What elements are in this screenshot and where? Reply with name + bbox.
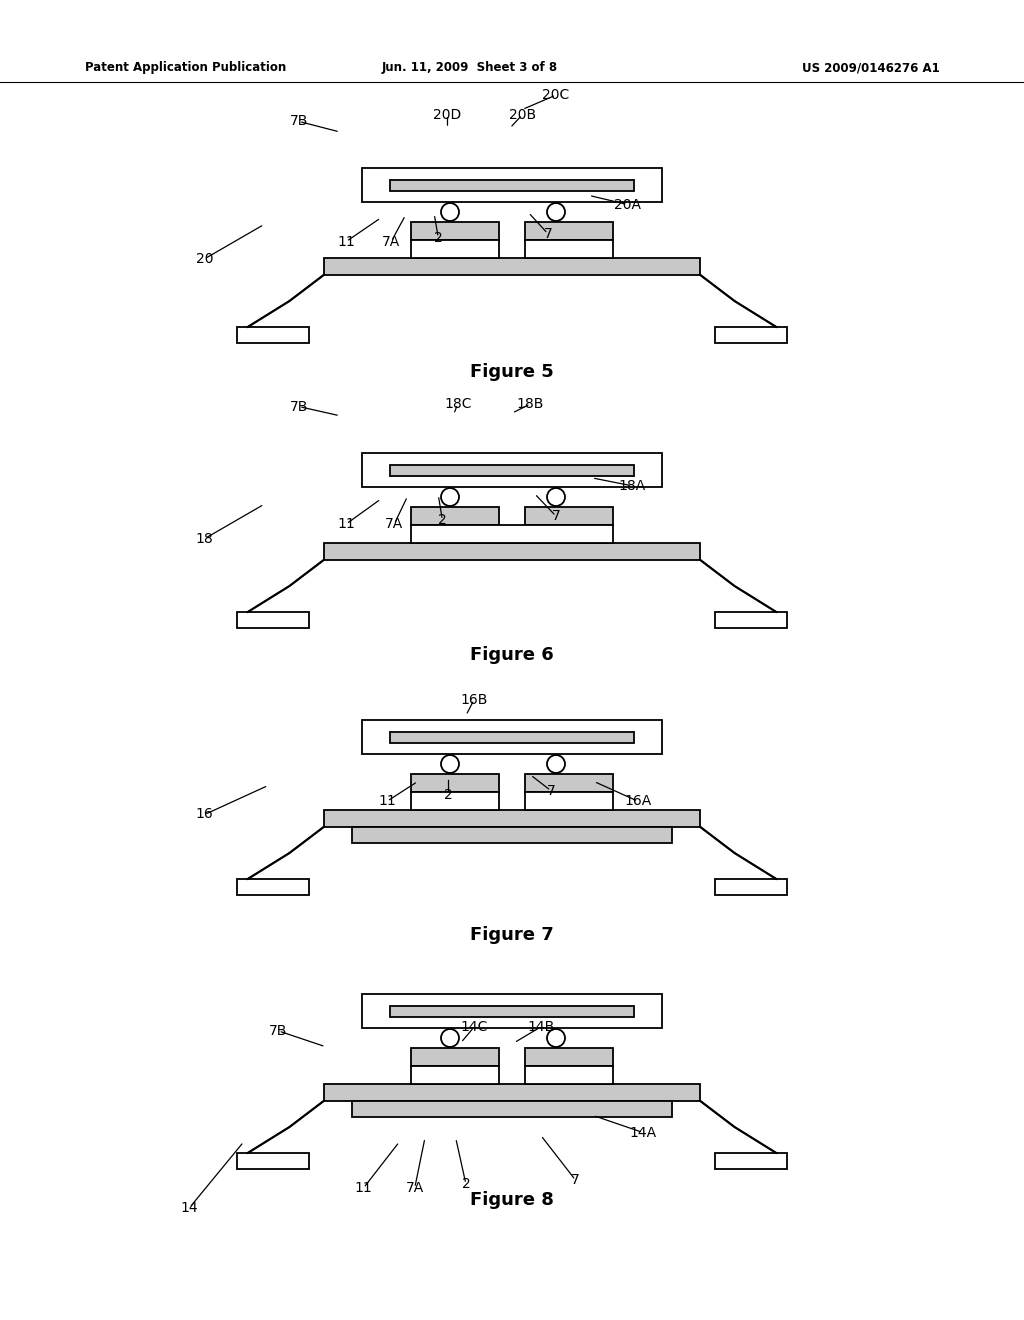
Bar (525, 222, 613, 240)
Bar (715, 327, 786, 343)
Bar (525, 774, 613, 792)
Bar (411, 774, 499, 792)
Text: 2: 2 (462, 1177, 470, 1191)
Text: 14C: 14C (461, 1020, 487, 1034)
Bar (715, 1152, 786, 1170)
Text: 18C: 18C (444, 397, 471, 411)
Bar (390, 733, 634, 743)
Bar (324, 1084, 700, 1101)
Text: 7B: 7B (290, 400, 308, 413)
Text: 7B: 7B (290, 115, 308, 128)
Bar (525, 240, 613, 257)
Text: 16: 16 (196, 808, 214, 821)
Bar (324, 257, 700, 275)
Bar (525, 1067, 613, 1084)
Bar (390, 465, 634, 477)
Bar (324, 543, 700, 560)
Bar (324, 810, 700, 828)
Text: Figure 8: Figure 8 (470, 1191, 554, 1209)
Bar (715, 612, 786, 628)
Bar (525, 1048, 613, 1067)
Text: 7: 7 (571, 1173, 580, 1187)
Bar (238, 327, 309, 343)
Text: 18B: 18B (517, 397, 544, 411)
Bar (411, 507, 499, 525)
Text: 7A: 7A (406, 1181, 424, 1195)
Text: Figure 7: Figure 7 (470, 927, 554, 944)
Bar (390, 1006, 634, 1016)
Text: 2: 2 (438, 513, 446, 527)
Bar (411, 240, 499, 257)
Bar (362, 453, 662, 487)
Bar (352, 1101, 672, 1117)
Bar (525, 792, 613, 810)
Text: Figure 6: Figure 6 (470, 645, 554, 664)
Text: 2: 2 (444, 788, 453, 801)
Bar (525, 507, 613, 525)
Text: 20D: 20D (433, 108, 462, 121)
Text: 14: 14 (180, 1201, 199, 1214)
Text: 14A: 14A (630, 1126, 656, 1139)
Bar (411, 1067, 499, 1084)
Text: 11: 11 (354, 1181, 373, 1195)
Text: 7: 7 (544, 227, 552, 240)
Text: Jun. 11, 2009  Sheet 3 of 8: Jun. 11, 2009 Sheet 3 of 8 (382, 62, 558, 74)
Bar (362, 994, 662, 1028)
Text: 14B: 14B (527, 1020, 554, 1034)
Text: 20B: 20B (509, 108, 536, 121)
Text: 11: 11 (378, 795, 396, 808)
Bar (352, 828, 672, 843)
Text: US 2009/0146276 A1: US 2009/0146276 A1 (802, 62, 940, 74)
Text: 7: 7 (552, 510, 560, 523)
Bar (362, 168, 662, 202)
Text: Figure 5: Figure 5 (470, 363, 554, 381)
Text: 7A: 7A (382, 235, 400, 248)
Bar (411, 525, 613, 543)
Text: 2: 2 (434, 231, 442, 244)
Text: 20A: 20A (614, 198, 641, 211)
Text: 7B: 7B (269, 1024, 288, 1038)
Bar (411, 1048, 499, 1067)
Bar (411, 792, 499, 810)
Bar (390, 180, 634, 191)
Bar (715, 879, 786, 895)
Text: 18: 18 (196, 532, 214, 545)
Bar (238, 612, 309, 628)
Bar (238, 1152, 309, 1170)
Text: 7: 7 (547, 784, 555, 797)
Text: 20: 20 (196, 252, 214, 265)
Bar (238, 879, 309, 895)
Text: 16A: 16A (625, 795, 651, 808)
Text: 11: 11 (337, 517, 355, 531)
Text: 11: 11 (337, 235, 355, 248)
Text: Patent Application Publication: Patent Application Publication (85, 62, 287, 74)
Text: 16B: 16B (461, 693, 487, 706)
Text: 18A: 18A (618, 479, 645, 492)
Bar (411, 222, 499, 240)
Bar (362, 719, 662, 754)
Text: 7A: 7A (385, 517, 403, 531)
Text: 20C: 20C (543, 88, 569, 102)
